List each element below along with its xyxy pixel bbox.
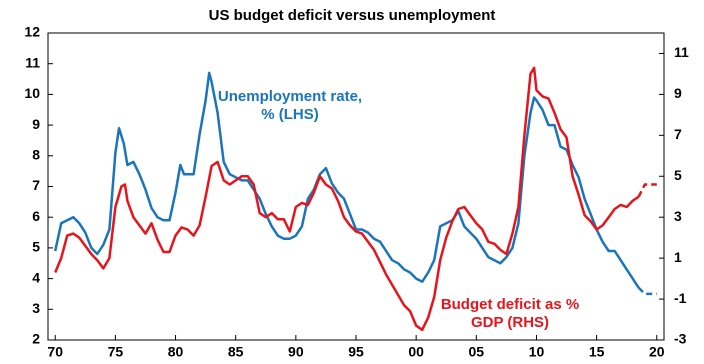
- y-tick-label: 3: [32, 300, 40, 316]
- chart-title: US budget deficit versus unemployment: [209, 7, 496, 24]
- series-line-projection: [637, 183, 657, 198]
- y2-tick-label: 7: [674, 126, 682, 142]
- y-tick-label: 5: [32, 239, 40, 255]
- x-tick-label: 20: [649, 344, 665, 360]
- series-label: Budget deficit as % GDP (RHS): [440, 296, 580, 331]
- y2-tick-label: 9: [674, 85, 682, 101]
- x-tick-label: 05: [469, 344, 485, 360]
- x-tick-label: 10: [529, 344, 545, 360]
- y-tick-label: 12: [24, 24, 40, 40]
- y-tick-label: 2: [32, 331, 40, 347]
- series-line: [54, 66, 640, 332]
- x-tick-label: 85: [228, 344, 244, 360]
- y2-tick-label: 3: [674, 208, 682, 224]
- x-tick-label: 00: [408, 344, 424, 360]
- x-tick-label: 70: [47, 344, 63, 360]
- y2-tick-label: 1: [674, 249, 682, 265]
- y2-tick-label: -1: [674, 290, 687, 306]
- series-line-projection: [637, 286, 657, 296]
- x-tick-label: 95: [348, 344, 364, 360]
- y2-tick-label: 11: [674, 44, 689, 60]
- y-tick-label: 9: [32, 116, 40, 132]
- y-tick-label: 11: [25, 54, 40, 70]
- x-tick-label: 80: [168, 344, 184, 360]
- y2-tick-label: -3: [674, 331, 687, 347]
- y2-tick-label: 5: [674, 167, 682, 183]
- y-tick-label: 6: [32, 208, 40, 224]
- y-tick-label: 7: [32, 177, 40, 193]
- y-tick-label: 4: [32, 269, 40, 285]
- series-line: [53, 71, 640, 289]
- plot-frame: [47, 32, 665, 341]
- y-tick-label: 8: [32, 147, 40, 163]
- x-tick-label: 15: [589, 344, 605, 360]
- y-tick-label: 10: [24, 85, 40, 101]
- series-label: Unemployment rate, % (LHS): [217, 88, 363, 123]
- x-tick-label: 75: [108, 344, 124, 360]
- x-tick-label: 90: [288, 344, 304, 360]
